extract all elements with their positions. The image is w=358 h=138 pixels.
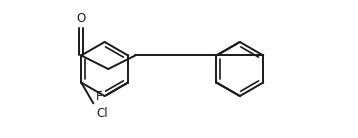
Text: F: F [96,90,102,103]
Text: Cl: Cl [96,107,108,120]
Text: O: O [77,12,86,25]
